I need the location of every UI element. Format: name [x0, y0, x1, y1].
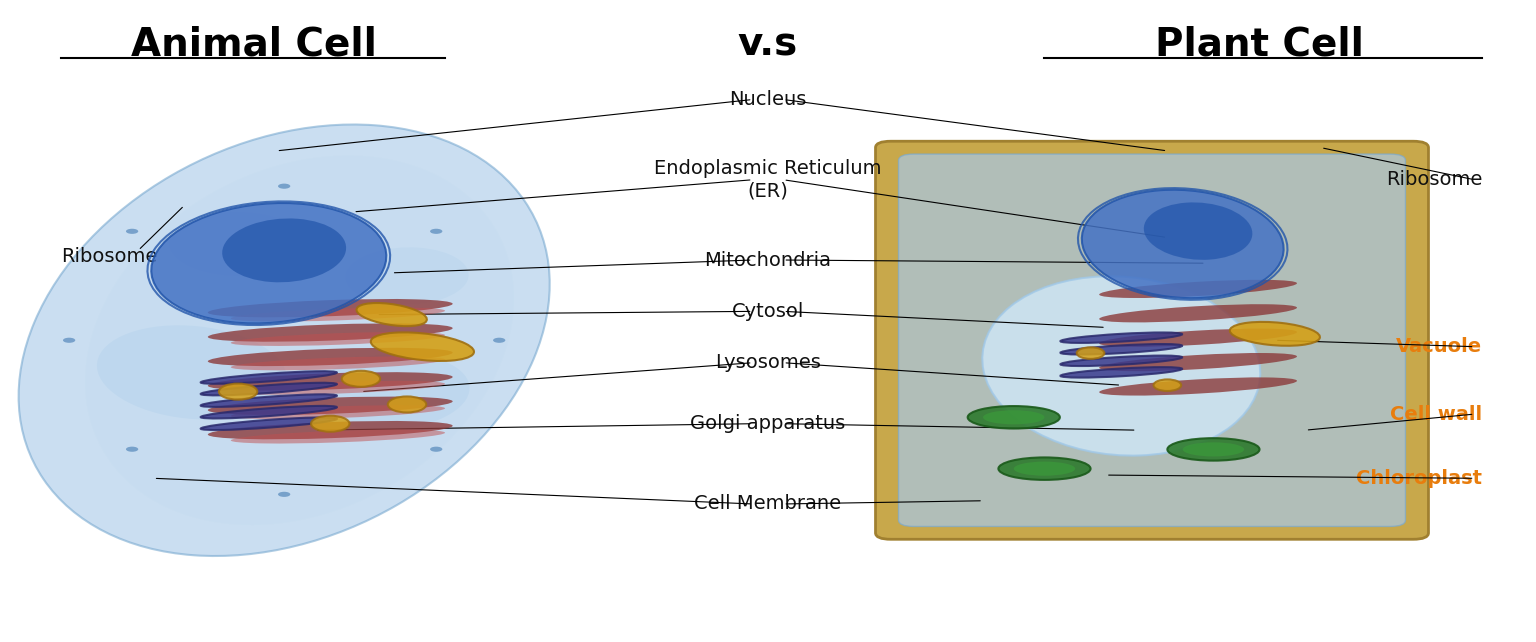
Text: Cytosol: Cytosol	[731, 302, 805, 321]
Ellipse shape	[1081, 190, 1284, 298]
Ellipse shape	[430, 447, 442, 452]
Ellipse shape	[1060, 344, 1183, 354]
Ellipse shape	[63, 338, 75, 343]
Text: Mitochondria: Mitochondria	[705, 250, 831, 270]
Ellipse shape	[1060, 356, 1183, 366]
Ellipse shape	[230, 429, 445, 444]
Ellipse shape	[207, 421, 453, 439]
Text: Cell wall: Cell wall	[1390, 404, 1482, 424]
Ellipse shape	[370, 333, 475, 361]
Text: Vacuole: Vacuole	[1396, 337, 1482, 356]
Ellipse shape	[1144, 202, 1252, 260]
Ellipse shape	[493, 338, 505, 343]
Ellipse shape	[1100, 329, 1296, 347]
Ellipse shape	[1077, 347, 1104, 359]
Ellipse shape	[1100, 304, 1296, 322]
Ellipse shape	[313, 354, 470, 429]
Ellipse shape	[223, 218, 346, 282]
Ellipse shape	[983, 410, 1044, 424]
Text: Endoplasmic Reticulum
(ER): Endoplasmic Reticulum (ER)	[654, 159, 882, 200]
Ellipse shape	[207, 324, 453, 342]
Ellipse shape	[230, 332, 445, 346]
Ellipse shape	[97, 325, 287, 419]
Ellipse shape	[230, 308, 445, 322]
Ellipse shape	[18, 125, 550, 556]
Text: Lysosomes: Lysosomes	[716, 353, 820, 372]
Ellipse shape	[126, 447, 138, 452]
Ellipse shape	[430, 229, 442, 234]
Ellipse shape	[341, 371, 379, 386]
Ellipse shape	[230, 381, 445, 395]
Ellipse shape	[1100, 280, 1296, 298]
Text: Ribosome: Ribosome	[1385, 170, 1482, 189]
Ellipse shape	[201, 383, 336, 395]
Text: Chloroplast: Chloroplast	[1356, 469, 1482, 488]
Ellipse shape	[230, 405, 445, 419]
Text: Animal Cell: Animal Cell	[131, 26, 376, 64]
Text: Plant Cell: Plant Cell	[1155, 26, 1364, 64]
Ellipse shape	[207, 348, 453, 366]
FancyBboxPatch shape	[899, 154, 1405, 526]
Ellipse shape	[1100, 353, 1296, 371]
Ellipse shape	[169, 212, 307, 276]
Ellipse shape	[201, 406, 336, 419]
Ellipse shape	[207, 299, 453, 317]
Ellipse shape	[84, 155, 515, 525]
Ellipse shape	[346, 247, 468, 305]
Ellipse shape	[356, 303, 427, 326]
Ellipse shape	[983, 276, 1260, 456]
Ellipse shape	[151, 203, 387, 324]
Ellipse shape	[1060, 333, 1183, 343]
Ellipse shape	[201, 371, 336, 384]
Ellipse shape	[201, 417, 336, 430]
Ellipse shape	[207, 397, 453, 415]
Text: v.s: v.s	[737, 26, 799, 64]
Ellipse shape	[1154, 379, 1181, 391]
Text: Nucleus: Nucleus	[730, 90, 806, 109]
Ellipse shape	[1100, 377, 1296, 395]
Ellipse shape	[968, 406, 1060, 429]
Ellipse shape	[278, 184, 290, 189]
Ellipse shape	[1167, 438, 1260, 461]
Ellipse shape	[218, 384, 257, 399]
Ellipse shape	[1060, 367, 1183, 377]
Ellipse shape	[230, 356, 445, 370]
Ellipse shape	[278, 492, 290, 497]
Text: Cell Membrane: Cell Membrane	[694, 494, 842, 514]
Ellipse shape	[1014, 462, 1075, 476]
Text: Ribosome: Ribosome	[61, 247, 158, 266]
FancyBboxPatch shape	[876, 141, 1428, 539]
Ellipse shape	[1230, 322, 1319, 346]
Text: Golgi apparatus: Golgi apparatus	[690, 414, 846, 433]
Ellipse shape	[1183, 442, 1244, 456]
Ellipse shape	[126, 229, 138, 234]
Ellipse shape	[387, 396, 425, 413]
Ellipse shape	[201, 394, 336, 407]
Ellipse shape	[207, 372, 453, 390]
Ellipse shape	[310, 416, 349, 432]
Ellipse shape	[998, 457, 1091, 480]
